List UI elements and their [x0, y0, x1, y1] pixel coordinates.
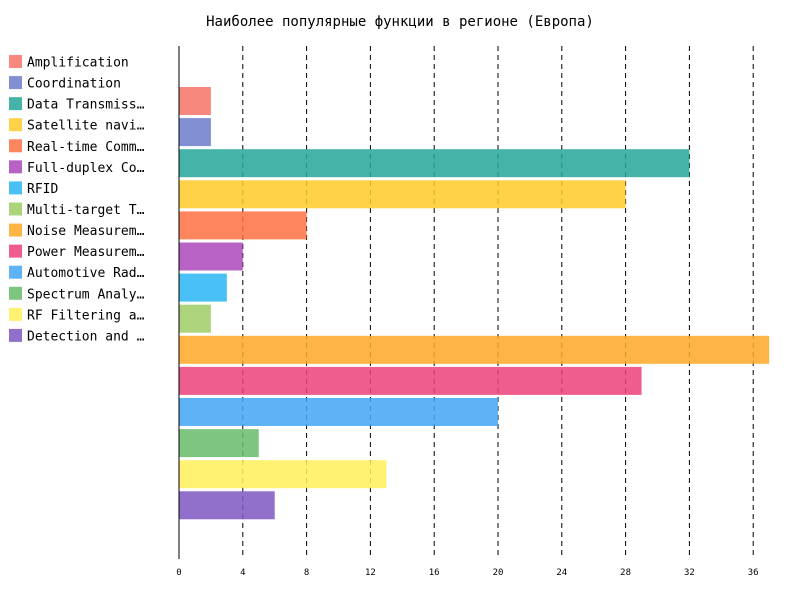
- legend-swatch: [9, 223, 22, 237]
- legend-label: Noise Measurem…: [27, 224, 145, 239]
- x-axis: 0 4 8 12 16 20 24 28 32 36: [176, 46, 759, 578]
- chart-title: Наиболее популярные функции в регионе (Е…: [206, 14, 594, 30]
- legend-swatch: [9, 265, 22, 279]
- legend-swatch: [9, 307, 22, 321]
- legend-label: Full-duplex Co…: [27, 161, 145, 176]
- legend-label: Coordination: [27, 77, 121, 92]
- legend-swatch: [9, 328, 22, 342]
- x-tick-label: 36: [748, 568, 759, 578]
- legend-item[interactable]: Noise Measurem…: [9, 223, 145, 240]
- legend-item[interactable]: Multi-target T…: [9, 202, 145, 218]
- legend-swatch: [9, 76, 22, 90]
- bar: [179, 460, 387, 489]
- bar: [179, 491, 275, 520]
- legend-label: Power Measurem…: [27, 245, 145, 260]
- x-tick-label: 4: [240, 568, 245, 578]
- legend-label: Automotive Rad…: [27, 266, 145, 281]
- legend-label: Multi-target T…: [27, 203, 145, 218]
- legend: Amplification Coordination Data Transmiss……: [9, 55, 145, 344]
- x-tick-label: 8: [304, 568, 309, 578]
- x-tick-label: 28: [620, 568, 631, 578]
- bar: [179, 335, 770, 364]
- legend-label: Detection and …: [27, 329, 145, 344]
- x-tick-label: 32: [684, 568, 695, 578]
- legend-swatch: [9, 139, 22, 153]
- legend-label: RFID: [27, 182, 58, 197]
- legend-label: Real-time Comm…: [27, 140, 145, 155]
- bar: [179, 429, 259, 458]
- bar: [179, 304, 211, 333]
- x-tick-label: 12: [365, 568, 376, 578]
- legend-item[interactable]: Amplification: [9, 55, 129, 71]
- legend-item[interactable]: Spectrum Analy…: [9, 286, 145, 303]
- bar: [179, 366, 642, 395]
- legend-item[interactable]: Detection and …: [9, 328, 145, 345]
- legend-item[interactable]: Power Measurem…: [9, 244, 145, 261]
- legend-label: Satellite navi…: [27, 119, 145, 134]
- legend-swatch: [9, 118, 22, 132]
- legend-swatch: [9, 97, 22, 111]
- legend-label: Data Transmiss…: [27, 98, 145, 113]
- legend-label: Amplification: [27, 56, 129, 71]
- legend-swatch: [9, 160, 22, 174]
- legend-label: Spectrum Analy…: [27, 287, 145, 302]
- legend-item[interactable]: Coordination: [9, 76, 121, 92]
- legend-item[interactable]: Full-duplex Co…: [9, 160, 145, 176]
- legend-item[interactable]: Real-time Comm…: [9, 139, 145, 155]
- legend-label: RF Filtering a…: [27, 308, 145, 323]
- x-tick-label: 20: [493, 568, 504, 578]
- x-tick-label: 0: [176, 568, 181, 578]
- bars: [179, 87, 770, 520]
- legend-swatch: [9, 202, 22, 216]
- bar: [179, 273, 227, 302]
- bar: [179, 87, 211, 115]
- legend-swatch: [9, 181, 22, 195]
- legend-item[interactable]: RFID: [9, 181, 58, 197]
- bar: [179, 242, 243, 271]
- legend-item[interactable]: Data Transmiss…: [9, 97, 145, 113]
- legend-swatch: [9, 55, 22, 68]
- legend-item[interactable]: Automotive Rad…: [9, 265, 145, 282]
- bar: [179, 149, 690, 178]
- grid-lines: [242, 46, 754, 559]
- bar: [179, 180, 626, 209]
- x-tick-label: 16: [429, 568, 440, 578]
- legend-item[interactable]: Satellite navi…: [9, 118, 145, 134]
- bar: [179, 211, 307, 240]
- legend-item[interactable]: RF Filtering a…: [9, 307, 145, 324]
- legend-swatch: [9, 244, 22, 258]
- legend-swatch: [9, 286, 22, 300]
- bar: [179, 118, 211, 147]
- bar: [179, 398, 498, 426]
- x-tick-label: 24: [556, 568, 567, 578]
